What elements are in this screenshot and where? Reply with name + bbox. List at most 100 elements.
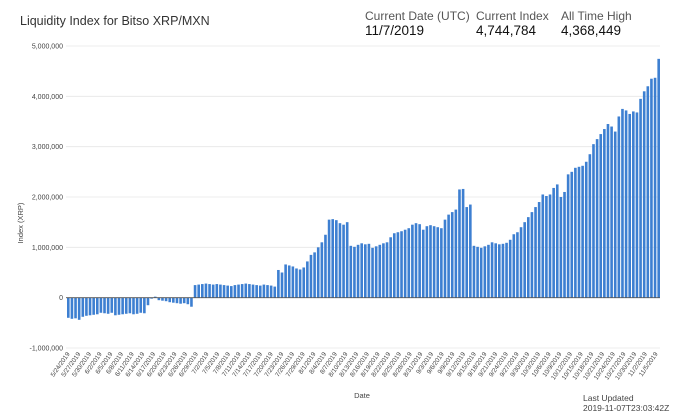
bar: [164, 297, 168, 302]
bar: [222, 285, 226, 298]
bar: [537, 202, 541, 298]
bar: [657, 58, 660, 298]
y-axis-label: Index (XRP): [16, 202, 25, 243]
bar: [476, 246, 479, 298]
bar: [526, 217, 530, 298]
bar: [411, 224, 414, 298]
bar: [570, 171, 574, 298]
bar: [429, 225, 432, 298]
bar: [396, 232, 400, 298]
bar: [349, 245, 353, 298]
current-index-value: 4,744,784: [476, 23, 537, 38]
bar: [360, 243, 363, 298]
bar: [382, 243, 385, 298]
bar: [219, 284, 222, 298]
bar: [621, 108, 624, 298]
bar: [635, 112, 639, 298]
bar: [335, 220, 338, 298]
bar: [465, 207, 469, 298]
bar: [450, 212, 454, 298]
bar: [552, 187, 555, 298]
bar: [342, 224, 345, 298]
bar: [599, 134, 603, 298]
bar: [106, 297, 110, 314]
bar: [277, 269, 280, 298]
bar: [519, 227, 523, 298]
bar: [371, 247, 374, 298]
bar: [95, 297, 99, 315]
bar: [103, 297, 106, 314]
bar: [440, 228, 443, 298]
bar: [273, 286, 277, 298]
bar: [356, 244, 360, 298]
bar: [454, 209, 458, 298]
bar: [81, 297, 85, 317]
current-index-label: Current Index: [476, 9, 549, 23]
bar: [364, 244, 367, 298]
bar: [197, 284, 200, 298]
bar: [588, 154, 592, 298]
bar: [628, 113, 632, 298]
bar: [121, 297, 124, 315]
bar: [555, 184, 559, 298]
bar: [204, 283, 208, 298]
bar: [251, 284, 255, 298]
bar: [77, 297, 81, 320]
bar: [490, 242, 494, 298]
bar: [512, 234, 516, 298]
bar: [266, 285, 269, 298]
bar: [559, 197, 563, 298]
bar: [479, 247, 483, 298]
bar: [128, 297, 132, 314]
bar: [153, 296, 157, 298]
bar: [182, 297, 186, 304]
bar: [302, 267, 306, 298]
bar: [229, 286, 233, 298]
bar: [646, 86, 650, 298]
bar: [258, 285, 262, 298]
bar: [523, 222, 526, 298]
bar: [190, 297, 193, 307]
bar: [150, 297, 153, 299]
bar: [472, 245, 476, 298]
bar: [389, 237, 392, 298]
bar: [606, 124, 610, 298]
bar: [161, 297, 164, 301]
bar: [284, 264, 287, 298]
bar: [324, 234, 327, 298]
bar: [421, 229, 425, 298]
bar: [331, 219, 335, 298]
bar: [548, 194, 552, 298]
bar: [487, 244, 490, 298]
bar: [124, 297, 128, 314]
bar: [508, 239, 512, 298]
bar: [566, 174, 570, 298]
bar: [88, 297, 92, 316]
bar: [316, 247, 320, 298]
x-axis-ticks: 5/24/20195/27/20195/30/20196/2/20196/5/2…: [50, 351, 660, 382]
bar: [400, 231, 403, 298]
bar: [306, 261, 309, 298]
bar: [610, 126, 613, 298]
bar: [139, 297, 143, 313]
bar: [603, 129, 606, 298]
bar: [545, 195, 548, 298]
bar: [632, 111, 635, 298]
bar: [201, 284, 204, 298]
bar: [436, 227, 440, 298]
last-updated: Last Updated 2019-11-07T23:03:42Z: [583, 393, 669, 413]
bar: [172, 297, 175, 303]
bar: [650, 78, 653, 298]
bar: [353, 246, 356, 298]
bar: [211, 284, 215, 298]
y-tick-label: 3,000,000: [32, 144, 63, 151]
bar: [530, 212, 534, 298]
bar: [248, 284, 251, 298]
bar: [613, 131, 617, 298]
bar: [262, 284, 266, 298]
bars: [67, 58, 660, 320]
all-time-high-value: 4,368,449: [561, 23, 622, 38]
bar: [157, 297, 161, 301]
bar: [414, 223, 418, 298]
